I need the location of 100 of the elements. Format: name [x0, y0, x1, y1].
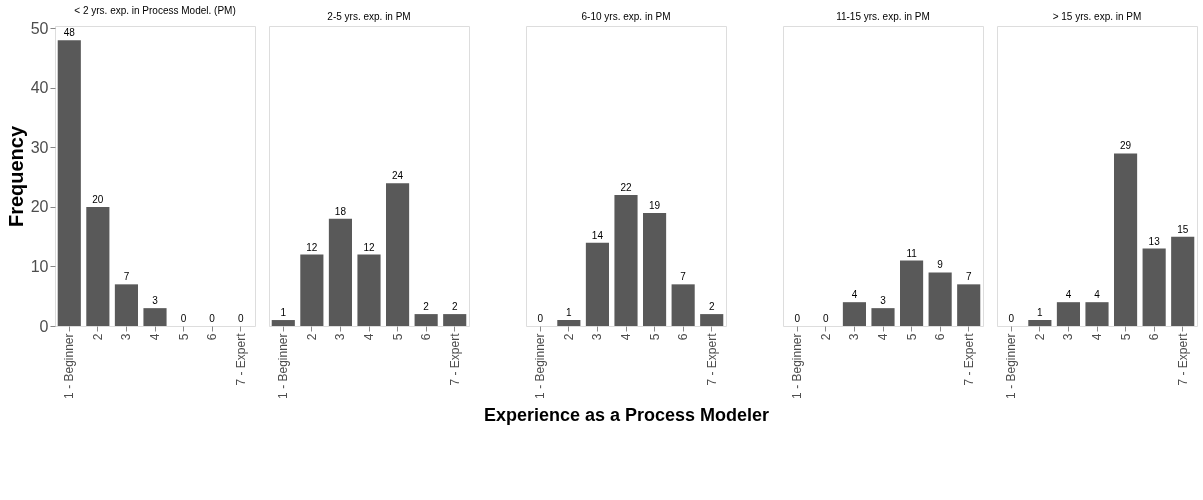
- y-tick-label: 50: [30, 19, 49, 37]
- x-tick-label: 4: [1090, 333, 1104, 341]
- bar: [671, 284, 695, 326]
- x-tick-label: 2: [1032, 333, 1047, 341]
- data-label: 12: [306, 241, 318, 253]
- chart-title: 2-5 yrs. exp. in PM: [327, 11, 411, 22]
- data-label: 48: [63, 27, 76, 39]
- bar: [928, 272, 952, 326]
- x-tick-label: 5: [647, 333, 662, 341]
- x-tick-label: 2: [90, 333, 105, 341]
- data-label: 0: [237, 313, 244, 324]
- bar: [871, 308, 895, 326]
- x-tick-label: 4: [876, 333, 890, 341]
- data-label: 24: [392, 170, 404, 182]
- x-tick-label: 3: [119, 333, 134, 341]
- y-tick-label: 40: [30, 79, 49, 97]
- chart-title: > 15 yrs. exp. in PM: [1052, 11, 1142, 22]
- data-label: 0: [180, 313, 187, 324]
- data-label: 13: [1148, 235, 1161, 247]
- x-tick-label: 7 - Expert: [1175, 332, 1190, 386]
- bar: [443, 314, 467, 326]
- bar: [842, 302, 866, 326]
- x-tick-label: 7 - Expert: [447, 332, 462, 386]
- data-label: 0: [209, 313, 216, 324]
- x-tick-label: 2: [561, 333, 576, 341]
- bar: [328, 218, 352, 326]
- data-label: 22: [620, 182, 632, 194]
- x-tick-label: 6: [205, 333, 220, 341]
- bar: [1171, 236, 1195, 326]
- y-axis-title: Frequency: [4, 125, 27, 228]
- bar: [643, 212, 667, 326]
- bar: [1028, 320, 1052, 326]
- bar: [271, 320, 295, 326]
- bar: [585, 242, 609, 326]
- bar: [1085, 302, 1109, 326]
- y-tick-label: 30: [30, 138, 49, 156]
- y-tick-label: 10: [30, 257, 49, 275]
- bar: [614, 195, 638, 326]
- x-tick-label: 3: [1061, 333, 1076, 341]
- data-label: 15: [1177, 223, 1189, 235]
- x-tick-label: 2: [818, 333, 833, 341]
- data-label: 3: [152, 295, 159, 307]
- x-tick-label: 5: [176, 333, 191, 341]
- data-label: 0: [537, 313, 544, 324]
- bar: [1142, 248, 1166, 326]
- x-tick-label: 6: [1147, 333, 1162, 341]
- data-label: 20: [92, 193, 104, 205]
- data-label: 1: [1037, 307, 1044, 319]
- x-tick-label: 2: [304, 333, 319, 341]
- x-tick-label: 7 - Expert: [233, 332, 248, 386]
- bar: [557, 320, 581, 326]
- x-tick-label: 3: [847, 333, 862, 341]
- x-tick-label: 1 - Beginner: [1004, 333, 1019, 399]
- bar: [1114, 153, 1138, 326]
- chart-title: 6-10 yrs. exp. in PM: [581, 11, 671, 22]
- x-tick-label: 4: [362, 333, 376, 341]
- x-tick-label: 3: [333, 333, 348, 341]
- data-label: 14: [591, 229, 604, 241]
- data-label: 2: [451, 301, 458, 313]
- x-tick-label: 5: [1118, 333, 1133, 341]
- bar: [357, 254, 381, 326]
- data-label: 7: [965, 271, 972, 283]
- data-label: 2: [708, 301, 715, 313]
- chart-title: 11-15 yrs. exp. in PM: [836, 11, 930, 22]
- data-label: 7: [680, 271, 687, 283]
- x-tick-label: 1 - Beginner: [790, 333, 805, 399]
- bar: [300, 254, 324, 326]
- data-label: 1: [280, 307, 287, 319]
- y-tick-label: 0: [39, 317, 49, 335]
- data-label: 0: [823, 313, 830, 324]
- x-tick-label: 1 - Beginner: [533, 333, 548, 399]
- bar: [143, 308, 167, 326]
- bar: [414, 314, 438, 326]
- bar: [957, 284, 981, 326]
- chart-title: < 2 yrs. exp. in Process Model. (PM): [74, 5, 236, 17]
- x-tick-label: 6: [419, 333, 434, 341]
- x-axis-title: Experience as a Process Modeler: [483, 404, 770, 425]
- data-label: 1: [566, 307, 573, 319]
- data-label: 11: [906, 247, 918, 259]
- data-label: 7: [123, 271, 130, 283]
- data-label: 18: [334, 205, 347, 217]
- data-label: 19: [649, 199, 661, 211]
- bar: [386, 183, 410, 326]
- x-tick-label: 5: [904, 333, 919, 341]
- bar: [86, 206, 110, 326]
- x-tick-label: 6: [933, 333, 948, 341]
- x-tick-label: 7 - Expert: [704, 332, 719, 386]
- data-label: 9: [937, 259, 944, 271]
- data-label: 0: [1008, 313, 1015, 324]
- x-tick-label: 3: [590, 333, 605, 341]
- bar: [57, 40, 81, 326]
- data-label: 29: [1120, 140, 1132, 152]
- data-label: 2: [423, 301, 430, 313]
- bar: [1056, 302, 1080, 326]
- x-tick-label: 4: [619, 333, 633, 341]
- data-label: 12: [363, 241, 375, 253]
- x-tick-label: 5: [390, 333, 405, 341]
- bar: [114, 284, 138, 326]
- x-tick-label: 1 - Beginner: [62, 333, 77, 399]
- bar: [900, 260, 924, 326]
